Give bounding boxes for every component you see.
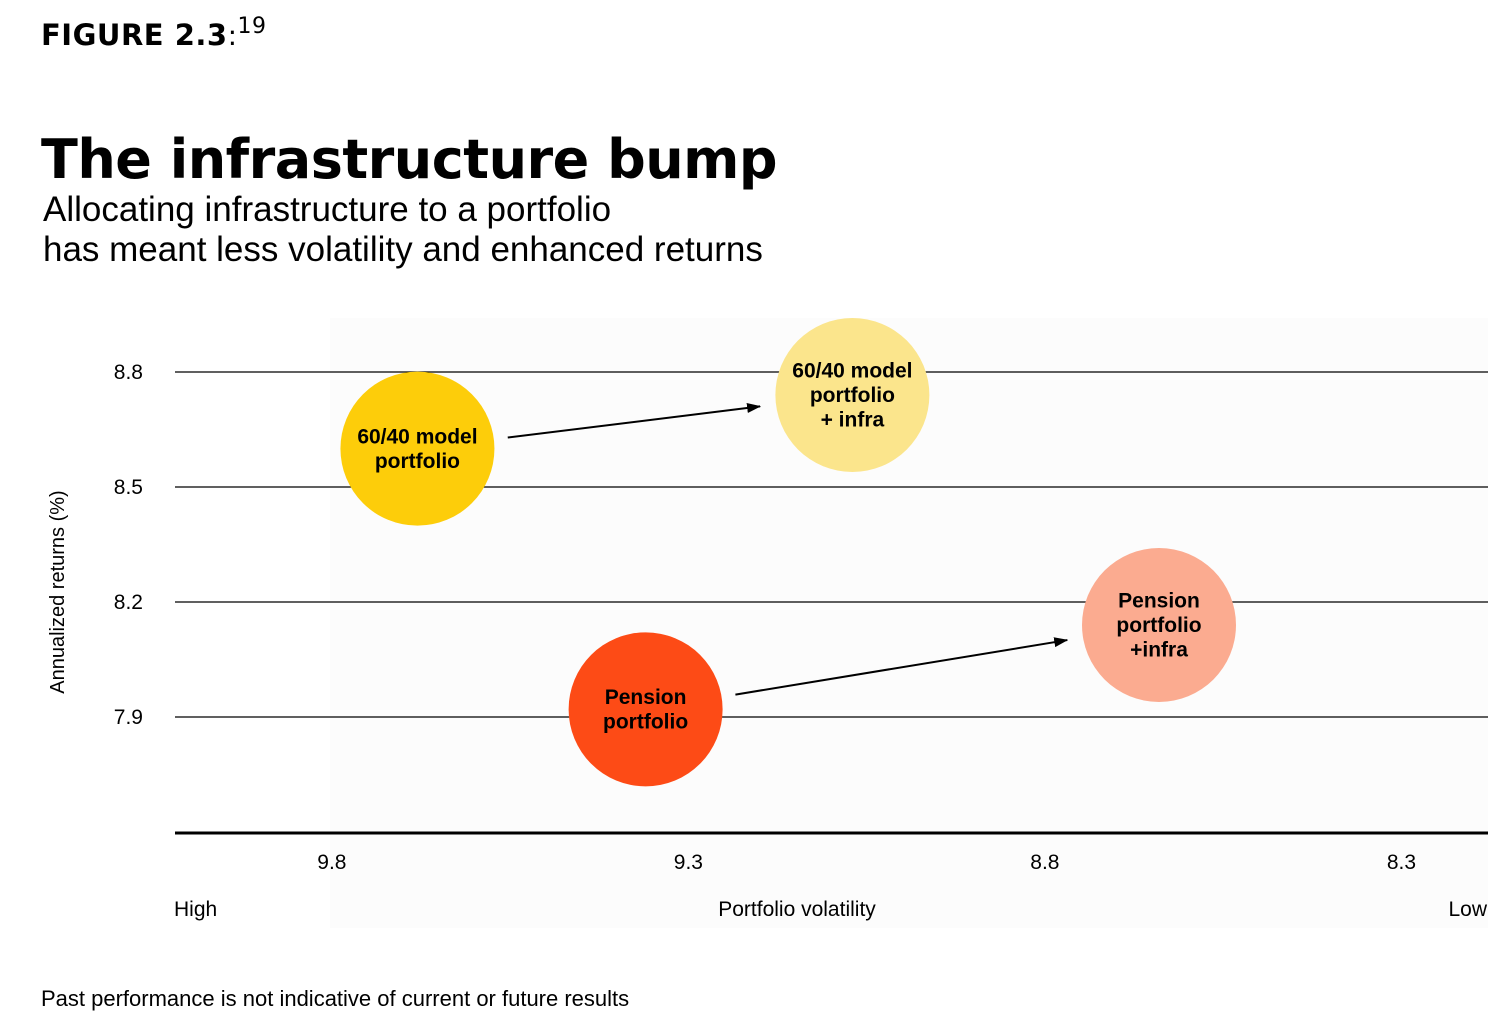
- arrow: [735, 637, 1069, 696]
- x-axis-label: Portfolio volatility: [718, 898, 876, 921]
- bubble: [775, 318, 930, 472]
- chart-subtitle: Allocating infrastructure to a portfolio…: [43, 190, 763, 269]
- y-tick-label: 8.5: [114, 476, 143, 499]
- figure-separator: :: [227, 19, 238, 52]
- x-axis-end-label-high: High: [174, 898, 217, 921]
- x-tick-label: 9.8: [317, 851, 346, 874]
- x-tick-label: 8.3: [1387, 851, 1416, 874]
- bubble: [1082, 548, 1236, 702]
- data-point: Pension portfolio: [568, 632, 723, 787]
- arrow: [507, 403, 762, 439]
- x-tick-label: 8.8: [1030, 851, 1059, 874]
- point-label: Pension portfolio: [603, 686, 688, 734]
- bubble: [340, 371, 495, 526]
- data-point: 60/40 model portfolio + infra: [775, 318, 930, 472]
- figure-label: FIGURE 2.3:19: [41, 14, 267, 52]
- data-point: Pension portfolio +infra: [1082, 548, 1236, 702]
- x-tick-label: 9.3: [674, 851, 703, 874]
- point-label: 60/40 model portfolio + infra: [792, 360, 912, 432]
- y-tick-label: 7.9: [114, 706, 143, 729]
- figure-number: FIGURE 2.3: [41, 18, 228, 52]
- x-axis-end-label-low: Low: [1448, 898, 1487, 921]
- y-tick-label: 8.8: [114, 361, 143, 384]
- footnote-ref: 19: [237, 14, 267, 39]
- chart-title: The infrastructure bump: [41, 128, 778, 191]
- footnote: Past performance is not indicative of cu…: [41, 986, 630, 1011]
- point-label: 60/40 model portfolio: [357, 425, 477, 473]
- point-label: Pension portfolio +infra: [1116, 590, 1201, 662]
- bubble: [568, 632, 723, 787]
- data-point: 60/40 model portfolio: [340, 371, 495, 526]
- y-tick-label: 8.2: [114, 591, 143, 614]
- y-axis-label: Annualized returns (%): [47, 490, 69, 693]
